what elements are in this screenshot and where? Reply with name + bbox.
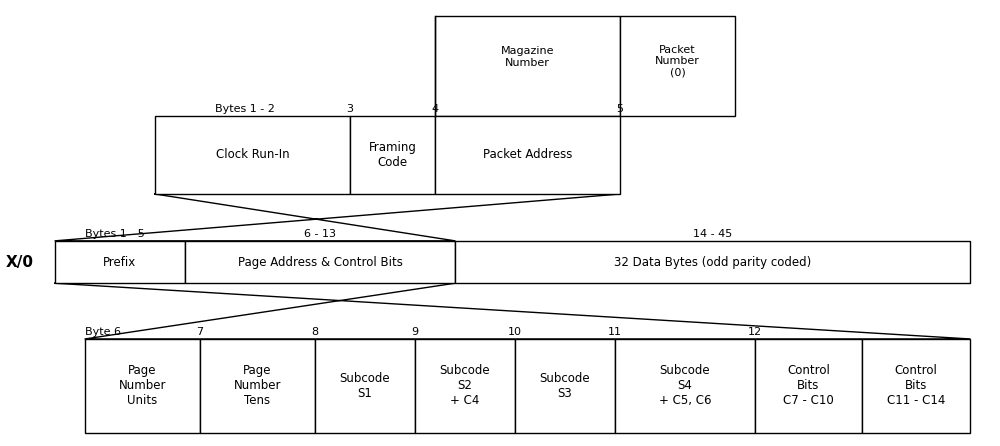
Text: Byte 6: Byte 6 — [85, 327, 121, 337]
Bar — [862, 339, 970, 433]
Text: Subcode
S1: Subcode S1 — [340, 372, 390, 400]
Text: Subcode
S4
+ C5, C6: Subcode S4 + C5, C6 — [659, 364, 711, 407]
Text: 7: 7 — [196, 327, 204, 337]
Bar — [155, 116, 350, 194]
Bar — [620, 16, 735, 116]
Text: Bytes 1 - 5: Bytes 1 - 5 — [85, 229, 145, 239]
Text: 10: 10 — [508, 327, 522, 337]
Text: 32 Data Bytes (odd parity coded): 32 Data Bytes (odd parity coded) — [614, 256, 811, 268]
Text: Packet
Number
(0): Packet Number (0) — [655, 45, 700, 78]
Bar — [415, 339, 515, 433]
Text: Page
Number
Units: Page Number Units — [119, 364, 166, 407]
Text: 8: 8 — [311, 327, 319, 337]
Bar — [435, 116, 620, 194]
Text: 4: 4 — [431, 104, 439, 114]
Text: Subcode
S2
+ C4: Subcode S2 + C4 — [440, 364, 490, 407]
Text: Page Address & Control Bits: Page Address & Control Bits — [238, 256, 402, 268]
Text: Packet Address: Packet Address — [483, 149, 572, 161]
Text: Magazine
Number: Magazine Number — [501, 46, 554, 68]
Text: 5: 5 — [616, 104, 624, 114]
Text: 9: 9 — [411, 327, 419, 337]
Text: 12: 12 — [748, 327, 762, 337]
Bar — [755, 339, 862, 433]
Bar — [435, 16, 620, 116]
Text: 11: 11 — [608, 327, 622, 337]
Bar — [200, 339, 315, 433]
Text: Control
Bits
C7 - C10: Control Bits C7 - C10 — [783, 364, 834, 407]
Text: Control
Bits
C11 - C14: Control Bits C11 - C14 — [887, 364, 945, 407]
Text: Prefix: Prefix — [103, 256, 137, 268]
Bar — [615, 339, 755, 433]
Bar — [185, 241, 455, 283]
Bar — [315, 339, 415, 433]
Text: Framing
Code: Framing Code — [369, 141, 416, 169]
Text: Bytes 1 - 2: Bytes 1 - 2 — [215, 104, 275, 114]
Text: Subcode
S3: Subcode S3 — [540, 372, 590, 400]
Text: X/0: X/0 — [6, 255, 34, 269]
Bar — [350, 116, 435, 194]
Text: Clock Run-In: Clock Run-In — [216, 149, 289, 161]
Bar — [515, 339, 615, 433]
Text: 3: 3 — [347, 104, 354, 114]
Bar — [55, 241, 185, 283]
Bar — [455, 241, 970, 283]
Text: 14 - 45: 14 - 45 — [693, 229, 733, 239]
Bar — [85, 339, 200, 433]
Text: 6 - 13: 6 - 13 — [304, 229, 336, 239]
Text: Page
Number
Tens: Page Number Tens — [234, 364, 281, 407]
